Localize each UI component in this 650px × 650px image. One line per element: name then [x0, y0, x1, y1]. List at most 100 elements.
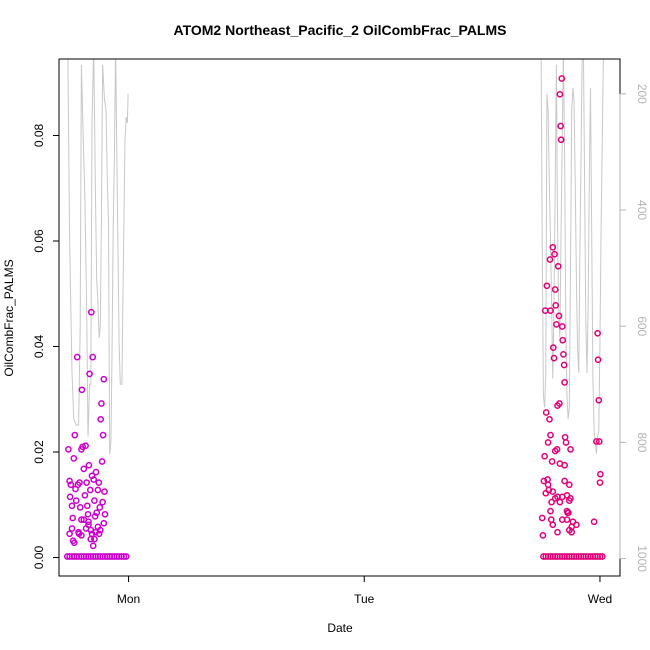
- data-point: [539, 532, 547, 539]
- data-point: [86, 370, 93, 378]
- data-point: [94, 486, 102, 494]
- data-point: [547, 431, 554, 439]
- data-point: [549, 488, 557, 495]
- y-tick-label: 0.00: [32, 546, 46, 570]
- data-point: [91, 513, 99, 520]
- data-point: [101, 510, 109, 518]
- data-point: [73, 353, 81, 361]
- altitude-line-layer: [67, 59, 604, 455]
- data-point: [76, 479, 83, 486]
- data-point: [551, 250, 558, 258]
- data-point: [561, 461, 568, 469]
- data-point: [66, 493, 74, 501]
- data-point: [544, 439, 552, 446]
- data-point: [72, 497, 80, 504]
- data-point: [555, 312, 563, 320]
- data-point: [97, 415, 105, 423]
- data-point: [541, 452, 548, 460]
- data-point: [87, 308, 95, 316]
- data-point: [542, 409, 550, 416]
- data-point: [91, 497, 98, 504]
- chart-title: ATOM2 Northeast_Pacific_2 OilCombFrac_PA…: [174, 22, 507, 38]
- data-point: [565, 481, 573, 489]
- data-point: [67, 481, 75, 489]
- data-point: [95, 479, 103, 486]
- data-point: [83, 479, 90, 486]
- data-point: [544, 481, 552, 489]
- points-layer: [63, 75, 606, 560]
- data-point: [92, 468, 100, 476]
- data-point: [98, 400, 105, 407]
- data-point: [93, 509, 101, 517]
- data-point: [595, 396, 603, 404]
- y2-tick-label: 1000: [635, 545, 649, 572]
- data-point: [562, 439, 570, 446]
- data-point: [559, 336, 567, 344]
- data-point: [561, 379, 568, 386]
- data-point: [554, 262, 562, 270]
- data-point: [96, 504, 104, 511]
- data-point: [120, 553, 128, 560]
- data-point: [81, 491, 89, 499]
- data-point: [85, 461, 93, 469]
- altitude-line-segment-2: [540, 59, 604, 455]
- data-point: [554, 528, 561, 536]
- data-point: [557, 136, 565, 144]
- data-point: [561, 433, 569, 441]
- data-point: [66, 477, 73, 485]
- data-point: [543, 282, 551, 290]
- data-point: [556, 400, 563, 407]
- data-point: [99, 431, 107, 439]
- data-point: [69, 514, 77, 522]
- data-point: [99, 498, 106, 506]
- data-point: [70, 455, 78, 462]
- data-point: [85, 518, 92, 526]
- y-tick-label: 0.04: [32, 335, 46, 359]
- data-point: [557, 122, 564, 130]
- data-point: [597, 470, 604, 478]
- x-tick-label: Tue: [354, 592, 375, 606]
- data-point: [78, 516, 85, 523]
- data-point: [556, 498, 564, 506]
- data-point: [549, 344, 557, 351]
- data-point: [84, 510, 92, 518]
- y2-tick-label: 600: [635, 316, 649, 336]
- data-point: [551, 286, 559, 293]
- data-point: [90, 476, 98, 483]
- data-point: [98, 458, 106, 465]
- data-point: [558, 75, 566, 82]
- data-point: [595, 438, 603, 445]
- data-point: [553, 321, 560, 328]
- data-point: [552, 302, 560, 309]
- data-point: [549, 243, 557, 251]
- plot-frame: [58, 58, 621, 577]
- data-point: [100, 519, 108, 527]
- y2-tick-label: 200: [635, 84, 649, 104]
- data-point: [573, 521, 580, 529]
- data-point: [101, 488, 108, 495]
- data-point: [560, 361, 568, 369]
- y-tick-label: 0.02: [32, 440, 46, 464]
- data-point: [548, 458, 556, 465]
- data-point: [593, 438, 600, 445]
- data-point: [66, 530, 73, 538]
- secondary-y-axis: 200 400 600 800 1000: [619, 84, 649, 572]
- x-axis: Mon Tue Wed: [117, 576, 612, 606]
- data-point: [85, 521, 92, 529]
- data-point: [80, 465, 88, 473]
- data-point: [547, 516, 555, 523]
- data-point: [560, 351, 567, 358]
- data-point: [76, 504, 84, 511]
- data-point: [549, 521, 557, 529]
- data-point: [71, 431, 79, 439]
- data-point: [79, 443, 86, 451]
- data-point: [596, 553, 604, 560]
- data-point: [598, 553, 606, 560]
- data-point: [550, 354, 558, 362]
- altitude-line-segment-1: [67, 59, 129, 455]
- data-point: [542, 489, 550, 497]
- data-point: [556, 90, 564, 98]
- data-point: [590, 518, 598, 526]
- data-point: [78, 532, 85, 539]
- data-point: [86, 486, 94, 494]
